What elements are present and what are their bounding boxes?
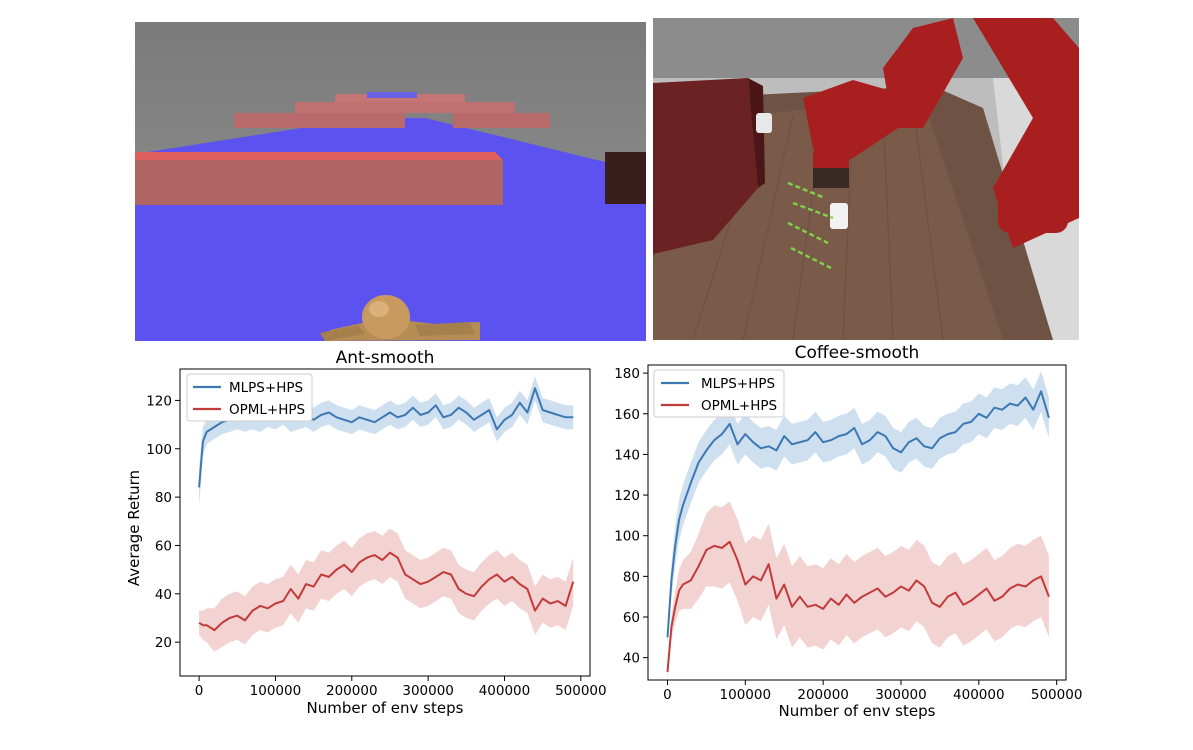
sawyer-coffee-render (653, 18, 1079, 340)
y-tick-label: 40 (155, 587, 172, 603)
x-axis-label: Number of env steps (307, 699, 464, 717)
ant-robot (320, 295, 480, 341)
x-axis-label: Number of env steps (779, 702, 936, 720)
y-tick-label: 100 (614, 529, 640, 545)
plot-frame (647, 364, 1067, 681)
legend: MLPS+HPS OPML+HPS (653, 369, 785, 418)
band-mlps (667, 371, 1049, 646)
x-tick-label: 400000 (479, 683, 531, 699)
x-ticks: 0 100000 200000 300000 400000 500000 (195, 676, 607, 699)
y-axis-label: Average Return (125, 470, 143, 586)
x-tick-label: 200000 (326, 683, 378, 699)
x-tick-label: 0 (663, 687, 672, 703)
legend-label-opml: OPML+HPS (229, 402, 305, 418)
coffee-machine-side (748, 78, 765, 188)
series-lines (666, 390, 1050, 672)
ant-smooth-chart: Ant-smooth Number of env steps Average R… (125, 348, 607, 717)
x-tick-label: 200000 (797, 687, 849, 703)
x-tick-label: 100000 (720, 687, 772, 703)
plot-frame (179, 368, 591, 677)
series-line-mlps (666, 390, 1050, 638)
coffee-scene-image (653, 18, 1079, 340)
y-ticks: 40 60 80 100 120 140 160 180 (614, 366, 648, 667)
x-tick-label: 300000 (875, 687, 927, 703)
legend-label-mlps: MLPS+HPS (701, 376, 775, 392)
x-tick-label: 500000 (1031, 687, 1083, 703)
chart-title: Coffee-smooth (795, 343, 920, 363)
y-tick-label: 80 (155, 490, 172, 506)
legend-label-mlps: MLPS+HPS (229, 380, 303, 396)
y-tick-label: 160 (614, 407, 640, 423)
ant-maze-image (135, 22, 646, 341)
x-tick-label: 400000 (953, 687, 1005, 703)
wall-far (295, 102, 515, 113)
wall-mid-left (234, 113, 405, 128)
mug (830, 203, 848, 229)
trajectory-arrows (787, 181, 834, 270)
coffee-smooth-chart: Coffee-smooth Number of env steps 0 10000… (614, 343, 1082, 720)
y-tick-label: 80 (623, 569, 640, 585)
robot-arm (803, 18, 1079, 248)
x-tick-label: 100000 (250, 683, 302, 699)
band-opml (199, 528, 574, 652)
y-tick-label: 120 (146, 393, 172, 409)
x-tick-label: 500000 (555, 683, 607, 699)
series-line-opml (198, 551, 575, 632)
legend-label-opml: OPML+HPS (701, 398, 777, 414)
y-tick-label: 180 (614, 366, 640, 382)
wall-mid-right (453, 113, 550, 128)
y-tick-label: 60 (623, 610, 640, 626)
y-tick-label: 40 (623, 651, 640, 667)
wall-right (605, 152, 646, 204)
wall-near (135, 160, 503, 205)
series-line-opml (666, 540, 1050, 672)
coffee-machine (653, 78, 758, 254)
y-tick-label: 120 (614, 488, 640, 504)
y-tick-label: 100 (146, 442, 172, 458)
x-tick-label: 0 (195, 683, 204, 699)
x-ticks: 0 100000 200000 300000 400000 500000 (663, 680, 1082, 703)
confidence-bands (667, 371, 1049, 680)
y-tick-label: 140 (614, 447, 640, 463)
gripper (813, 168, 849, 188)
y-tick-label: 60 (155, 538, 172, 554)
coffee-button (756, 113, 772, 133)
y-tick-label: 20 (155, 635, 172, 651)
path-far (367, 92, 417, 98)
y-ticks: 20 40 60 80 100 120 (146, 393, 180, 651)
ant-maze-render (135, 22, 646, 341)
band-opml (667, 501, 1049, 680)
legend: MLPS+HPS OPML+HPS (186, 373, 313, 422)
wall-near-top (135, 152, 503, 160)
x-tick-label: 300000 (402, 683, 454, 699)
chart-title: Ant-smooth (336, 348, 435, 368)
